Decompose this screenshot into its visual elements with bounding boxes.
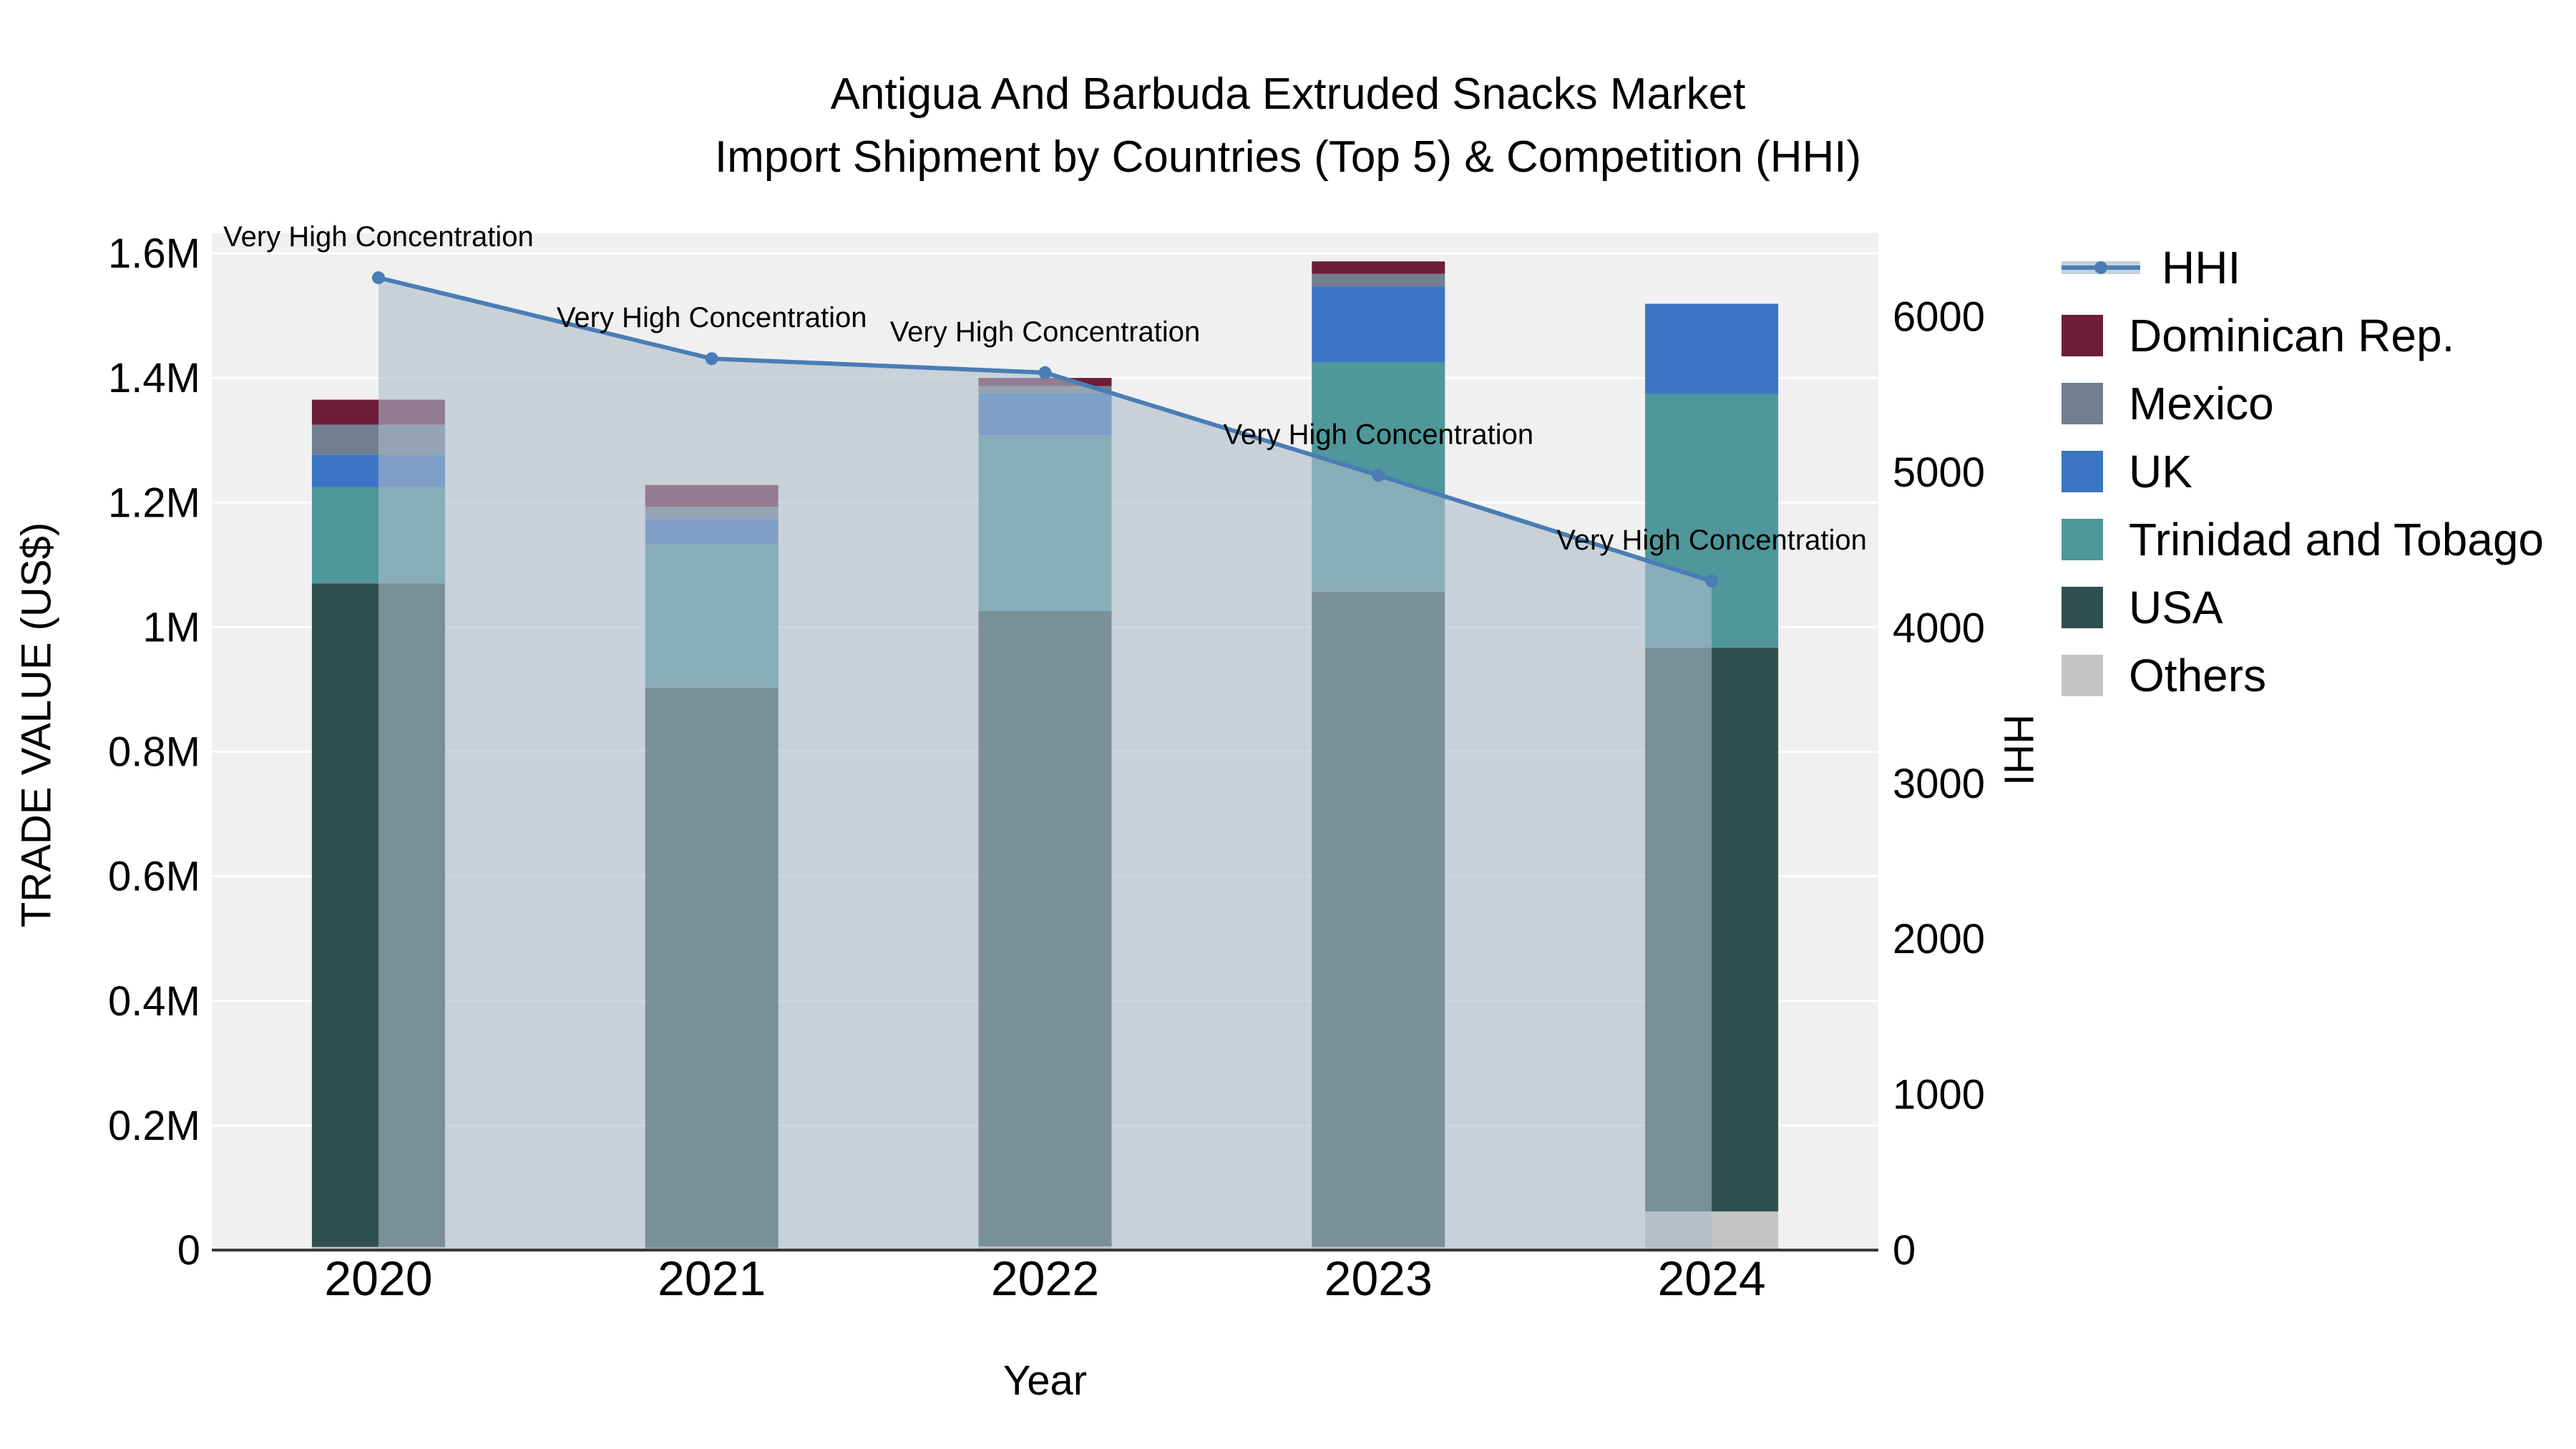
y-right-tick-label: 6000	[1893, 294, 1985, 341]
x-tick-label: 2021	[658, 1252, 766, 1306]
legend-label: Dominican Rep.	[2129, 309, 2455, 361]
bar-segment-mexico-2023[interactable]	[1312, 273, 1445, 287]
hhi-line-legend-icon	[2062, 247, 2140, 288]
y-axis-title-left: TRADE VALUE (US$)	[13, 522, 60, 928]
y-left-tick-label: 1.2M	[108, 479, 200, 526]
bar-segment-dominican-rep--2023[interactable]	[1312, 261, 1445, 274]
y-right-tick-label: 4000	[1893, 605, 1985, 651]
hhi-area	[378, 278, 1712, 1250]
y-right-tick-label: 0	[1893, 1227, 1916, 1274]
legend: HHI Dominican Rep. Mexico UK Trinidad and To…	[2062, 233, 2544, 709]
y-right-tick-label: 3000	[1893, 761, 1985, 807]
legend-label: Trinidad and Tobago	[2129, 513, 2544, 565]
y-left-tick-label: 0.6M	[108, 854, 200, 900]
legend-swatch-icon	[2062, 518, 2103, 560]
legend-item-uk[interactable]: UK	[2062, 437, 2544, 505]
legend-label: Others	[2129, 649, 2267, 701]
chart-title-line2: Import Shipment by Countries (Top 5) & C…	[714, 132, 1862, 182]
hhi-marker-2024[interactable]	[1705, 575, 1719, 588]
legend-swatch-icon	[2062, 450, 2103, 492]
y-right-tick-label: 5000	[1893, 449, 1985, 496]
y-left-tick-label: 0.4M	[108, 978, 200, 1025]
legend-label: HHI	[2162, 241, 2241, 293]
legend-label: UK	[2129, 445, 2192, 497]
chart-title-line1: Antigua And Barbuda Extruded Snacks Mark…	[830, 69, 1746, 119]
x-tick-label: 2020	[324, 1252, 432, 1306]
legend-swatch-icon	[2062, 314, 2103, 356]
y-left-tick-label: 0.2M	[108, 1103, 200, 1149]
legend-item-usa[interactable]: USA	[2062, 573, 2544, 641]
hhi-marker-2023[interactable]	[1372, 469, 1385, 482]
legend-label: Mexico	[2129, 377, 2274, 429]
x-tick-label: 2023	[1324, 1252, 1433, 1306]
y-right-tick-label: 2000	[1893, 916, 1985, 962]
x-axis-title: Year	[1002, 1357, 1088, 1404]
legend-swatch-icon	[2062, 654, 2103, 696]
annotation-2022: Very High Concentration	[890, 316, 1201, 348]
annotation-2024: Very High Concentration	[1556, 525, 1867, 556]
legend-item-mexico[interactable]: Mexico	[2062, 369, 2544, 437]
legend-swatch-icon	[2062, 586, 2103, 628]
y-left-tick-label: 1.6M	[108, 230, 200, 277]
y-left-tick-label: 1M	[142, 604, 200, 650]
y-left-tick-label: 0.8M	[108, 729, 200, 776]
y-right-tick-label: 1000	[1893, 1072, 1985, 1118]
legend-item-trinidad-and-tobago[interactable]: Trinidad and Tobago	[2062, 505, 2544, 573]
legend-item-others[interactable]: Others	[2062, 641, 2544, 709]
legend-swatch-icon	[2062, 382, 2103, 424]
hhi-marker-2021[interactable]	[705, 352, 718, 366]
x-tick-label: 2022	[991, 1252, 1099, 1306]
annotation-2020: Very High Concentration	[223, 221, 534, 253]
x-tick-label: 2024	[1657, 1252, 1765, 1306]
legend-item-hhi[interactable]: HHI	[2062, 233, 2544, 301]
bar-segment-uk-2024[interactable]	[1645, 303, 1779, 394]
y-axis-title-right: HHI	[1995, 714, 2042, 786]
chart-title: Antigua And Barbuda Extruded Snacks Mark…	[0, 63, 2576, 189]
legend-item-dominican-rep-[interactable]: Dominican Rep.	[2062, 301, 2544, 369]
y-left-tick-label: 1.4M	[108, 355, 200, 401]
annotation-2021: Very High Concentration	[557, 302, 867, 333]
legend-label: USA	[2129, 581, 2223, 633]
annotation-2023: Very High Concentration	[1224, 419, 1534, 450]
hhi-marker-2022[interactable]	[1038, 366, 1052, 379]
hhi-marker-2020[interactable]	[371, 271, 385, 285]
y-left-tick-label: 0	[177, 1227, 200, 1274]
bar-segment-uk-2023[interactable]	[1312, 286, 1445, 363]
